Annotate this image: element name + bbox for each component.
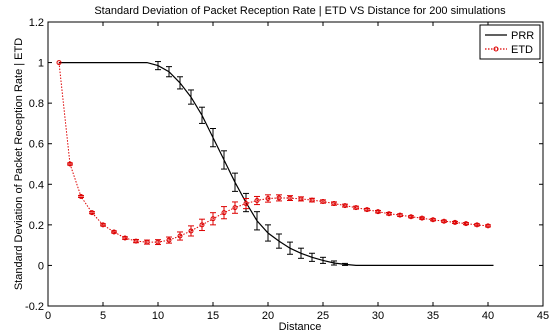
data-point-etd xyxy=(56,60,62,66)
x-tick-label: 15 xyxy=(207,310,219,322)
x-tick-label: 0 xyxy=(45,310,51,322)
data-point-etd xyxy=(232,205,238,211)
x-tick-label: 20 xyxy=(262,310,274,322)
data-point-etd xyxy=(67,161,73,167)
x-tick-label: 35 xyxy=(427,310,439,322)
data-point-etd xyxy=(210,216,216,222)
data-point-etd xyxy=(155,239,161,245)
data-point-etd xyxy=(111,229,117,235)
x-tick-label: 10 xyxy=(152,310,164,322)
y-tick-label: 0.8 xyxy=(29,98,44,110)
y-tick-label: 0.2 xyxy=(29,220,44,232)
legend-label-prr: PRR xyxy=(511,30,534,42)
y-tick-label: 0.4 xyxy=(29,179,44,191)
legend: PRR ETD xyxy=(479,24,541,60)
data-point-etd xyxy=(309,197,315,203)
data-point-etd xyxy=(331,201,337,207)
data-point-etd xyxy=(375,209,381,215)
y-tick-label: 1 xyxy=(38,58,44,70)
data-point-etd xyxy=(485,223,491,229)
data-point-etd xyxy=(298,196,304,202)
data-point-etd xyxy=(188,228,194,234)
data-point-etd xyxy=(144,239,150,245)
y-tick-label: 0.6 xyxy=(29,139,44,151)
data-point-etd xyxy=(89,210,95,216)
data-point-etd xyxy=(265,195,271,201)
data-point-etd xyxy=(463,221,469,227)
data-point-etd xyxy=(166,237,172,243)
legend-box xyxy=(479,24,541,60)
data-point-etd xyxy=(474,222,480,228)
data-point-etd xyxy=(78,193,84,199)
data-point-etd xyxy=(287,195,293,201)
data-point-etd xyxy=(419,215,425,221)
y-tick-label: -0.2 xyxy=(25,301,44,313)
data-point-etd xyxy=(408,214,414,220)
data-point-etd xyxy=(353,205,359,211)
x-tick-label: 45 xyxy=(537,310,549,322)
data-point-etd xyxy=(364,207,370,213)
legend-label-etd: ETD xyxy=(511,44,533,56)
data-point-etd xyxy=(452,219,458,225)
x-tick-label: 25 xyxy=(317,310,329,322)
data-point-etd xyxy=(254,198,260,204)
y-axis-label: Standard Deviation of Packet Reception R… xyxy=(13,38,25,290)
axes-box xyxy=(47,21,544,307)
x-tick-label: 5 xyxy=(100,310,106,322)
data-point-etd xyxy=(199,222,205,228)
chart-title: Standard Deviation of Packet Reception R… xyxy=(94,5,506,17)
data-point-etd xyxy=(397,212,403,218)
data-point-etd xyxy=(430,217,436,223)
data-point-etd xyxy=(133,238,139,244)
data-point-etd xyxy=(320,199,326,205)
plot-area: 0 5 10 15 20 25 30 35 40 45-0.200.20.40.60.811.2 xyxy=(25,17,549,322)
data-point-etd xyxy=(243,201,249,207)
y-tick-label: 1.2 xyxy=(29,17,44,29)
data-point-etd xyxy=(441,218,447,224)
data-point-etd xyxy=(100,222,106,228)
x-axis-label: Distance xyxy=(279,321,322,333)
data-point-etd xyxy=(177,233,183,239)
data-point-etd xyxy=(276,195,282,201)
data-point-etd xyxy=(386,211,392,217)
data-point-etd xyxy=(342,203,348,209)
legend-marker-etd xyxy=(493,46,499,52)
data-point-etd xyxy=(122,235,128,241)
data-point-etd xyxy=(221,210,227,216)
x-tick-label: 40 xyxy=(482,310,494,322)
y-tick-label: 0 xyxy=(38,260,44,272)
x-tick-label: 30 xyxy=(372,310,384,322)
